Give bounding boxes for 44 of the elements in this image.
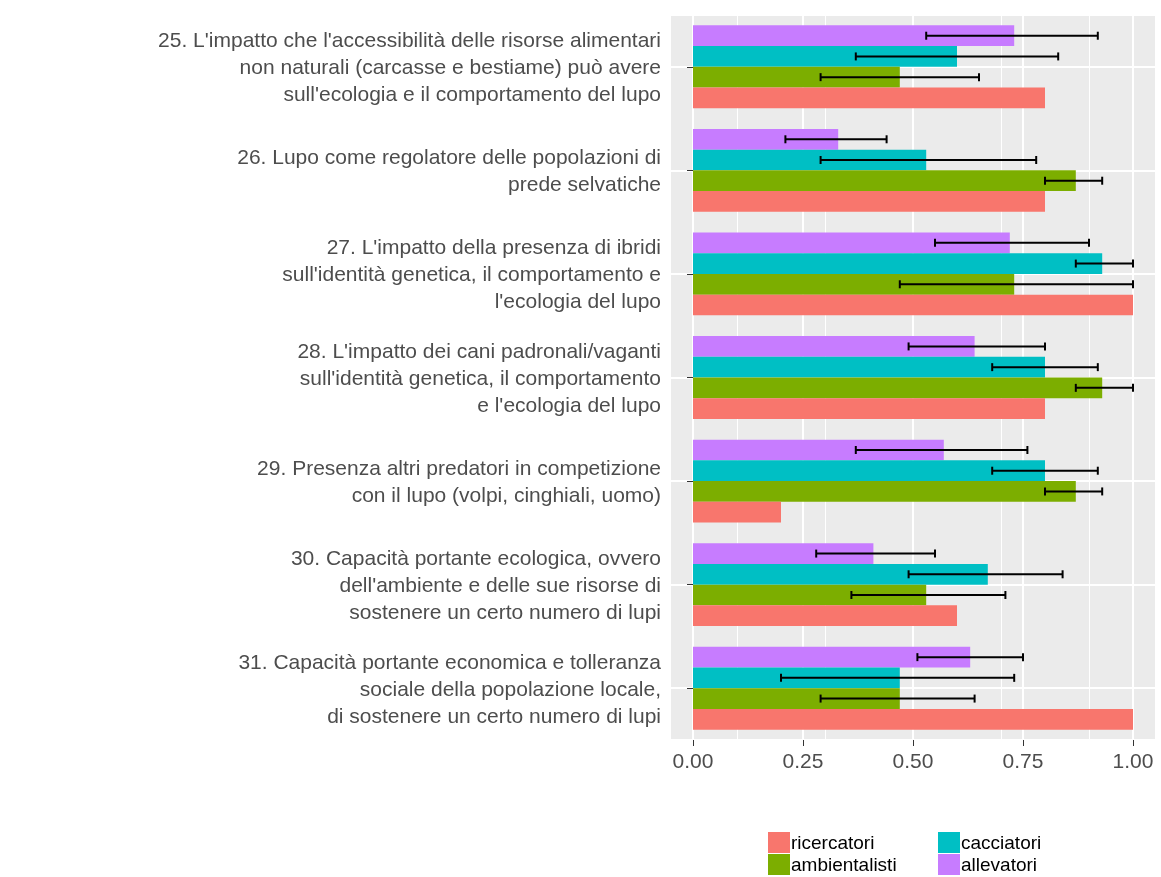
bar: [693, 667, 900, 689]
bar: [693, 481, 1076, 502]
x-tick-label: 0.50: [892, 749, 934, 772]
bar: [693, 708, 1133, 730]
bar: [693, 128, 839, 150]
bar: [693, 543, 874, 564]
y-tick-label: 25. L'impatto che l'accessibilità delle risorse alimentari non naturali (carcasse e bestiame) può avere sull'ecologia e il comportamento del lupo: [158, 28, 661, 106]
bar: [693, 87, 1045, 109]
bar: [693, 439, 944, 461]
y-tick-label: 28. L'impatto dei cani padronali/vaganti sull'identità genetica, il comportamento e l'ecologia del lupo: [297, 339, 661, 416]
y-tick-label: 30. Capacità portante ecologica, ovvero dell'ambiente e delle sue risorse di sostenere un certo numero di lupi: [290, 546, 661, 624]
bar: [693, 501, 781, 523]
bar: [693, 646, 971, 668]
bar: [693, 66, 900, 88]
bar: [693, 46, 957, 67]
bar: [693, 253, 1103, 274]
bar: [693, 232, 1010, 254]
bar: [693, 356, 1045, 378]
legend-label: ricercatori: [791, 832, 875, 853]
bar: [693, 191, 1045, 212]
bar: [693, 273, 1015, 295]
legend-label: ambientalisti: [791, 854, 897, 875]
bar: [693, 605, 957, 627]
bar: [693, 170, 1076, 192]
x-tick-label: 0.00: [672, 749, 714, 772]
bar: [693, 294, 1133, 316]
x-tick-label: 0.75: [1002, 749, 1044, 772]
y-tick-label: 31. Capacità portante economica e tolleranza sociale della popolazione locale, di sostenere un certo numero di lupi: [238, 649, 662, 727]
legend-label: cacciatori: [961, 832, 1042, 853]
x-tick-label: 0.25: [782, 749, 824, 772]
bar: [693, 25, 1015, 47]
bar: [693, 584, 927, 606]
legend-label: allevatori: [961, 854, 1038, 875]
y-tick-label: 27. L'impatto della presenza di ibridi sull'identità genetica, il comportamento e l'ecologia del lupo: [282, 235, 661, 313]
bar: [693, 377, 1103, 399]
bar: [693, 149, 927, 171]
x-tick-label: 1.00: [1112, 749, 1154, 772]
bar: [693, 398, 1045, 419]
bar: [693, 563, 988, 585]
bar: [693, 460, 1045, 482]
bar: [693, 336, 975, 357]
y-tick-label: 29. Presenza altri predatori in competizione con il lupo (volpi, cinghiali, uomo): [257, 456, 661, 507]
y-tick-label: 26. Lupo come regolatore delle popolazioni di prede selvatiche: [237, 145, 661, 196]
bar: [693, 688, 900, 709]
